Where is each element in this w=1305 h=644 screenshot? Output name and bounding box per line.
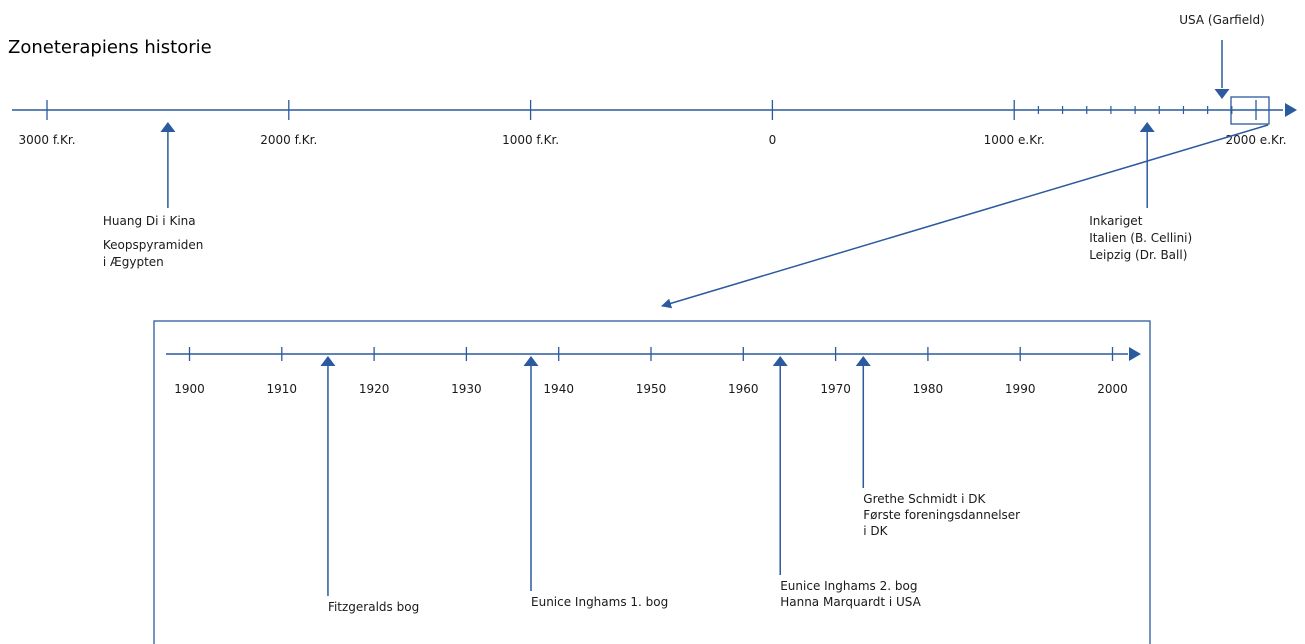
detail-panel	[153, 320, 1151, 644]
detail-tick-label: 1930	[451, 382, 482, 396]
detail-event-label: i DK	[863, 524, 888, 538]
detail-tick-label: 1980	[913, 382, 944, 396]
main-tick-label: 1000 f.Kr.	[502, 133, 559, 147]
event-label: Huang Di i Kina	[103, 214, 196, 228]
detail-tick-label: 1920	[359, 382, 390, 396]
page-title: Zoneterapiens historie	[8, 37, 212, 58]
main-tick-label: 2000 e.Kr.	[1225, 133, 1286, 147]
detail-timeline: 1900 1910 1920 1930 1940 1950 1960 1970 1980 1990…	[153, 320, 1151, 644]
event-label: USA (Garfield)	[1179, 13, 1265, 27]
main-axis-arrowhead	[1285, 103, 1297, 117]
event-label: Italien (B. Cellini)	[1089, 231, 1192, 245]
detail-event-label: Grethe Schmidt i DK	[863, 492, 986, 506]
detail-event-arrowhead	[855, 356, 871, 366]
detail-tick-label: 1900	[174, 382, 205, 396]
event-label: Inkariget	[1089, 214, 1143, 228]
detail-event-arrowhead	[772, 356, 788, 366]
event-label: i Ægypten	[103, 255, 164, 269]
detail-tick-label: 2000	[1097, 382, 1128, 396]
main-tick-label: 3000 f.Kr.	[18, 133, 75, 147]
zoom-box	[1230, 96, 1270, 125]
event-arrowhead	[160, 122, 176, 132]
detail-event-label: Hanna Marquardt i USA	[780, 595, 921, 609]
event-arrowhead	[1214, 89, 1230, 99]
main-tick-label: 2000 f.Kr.	[260, 133, 317, 147]
detail-tick-label: 1950	[636, 382, 667, 396]
event-arrowhead	[1139, 122, 1155, 132]
event-label: Leipzig (Dr. Ball)	[1089, 248, 1187, 262]
detail-event-arrowhead	[523, 356, 539, 366]
detail-tick-label: 1970	[820, 382, 851, 396]
detail-event-label: Eunice Inghams 2. bog	[780, 579, 917, 593]
detail-event-label: Fitzgeralds bog	[328, 600, 419, 614]
detail-event-label: Første foreningsdannelser	[863, 508, 1020, 522]
detail-event-arrowhead	[320, 356, 336, 366]
main-timeline: 3000 f.Kr. 2000 f.Kr. 1000 f.Kr. 0 1000 e.Kr…	[12, 13, 1297, 309]
detail-axis-arrowhead	[1129, 347, 1141, 361]
main-tick-label: 1000 e.Kr.	[984, 133, 1045, 147]
zoom-connector-arrow	[661, 124, 1269, 309]
detail-tick-label: 1910	[267, 382, 298, 396]
detail-tick-label: 1990	[1005, 382, 1036, 396]
detail-tick-label: 1940	[543, 382, 574, 396]
detail-tick-label: 1960	[728, 382, 759, 396]
event-label: Keopspyramiden	[103, 238, 203, 252]
main-tick-label: 0	[769, 133, 777, 147]
detail-event-label: Eunice Inghams 1. bog	[531, 595, 668, 609]
